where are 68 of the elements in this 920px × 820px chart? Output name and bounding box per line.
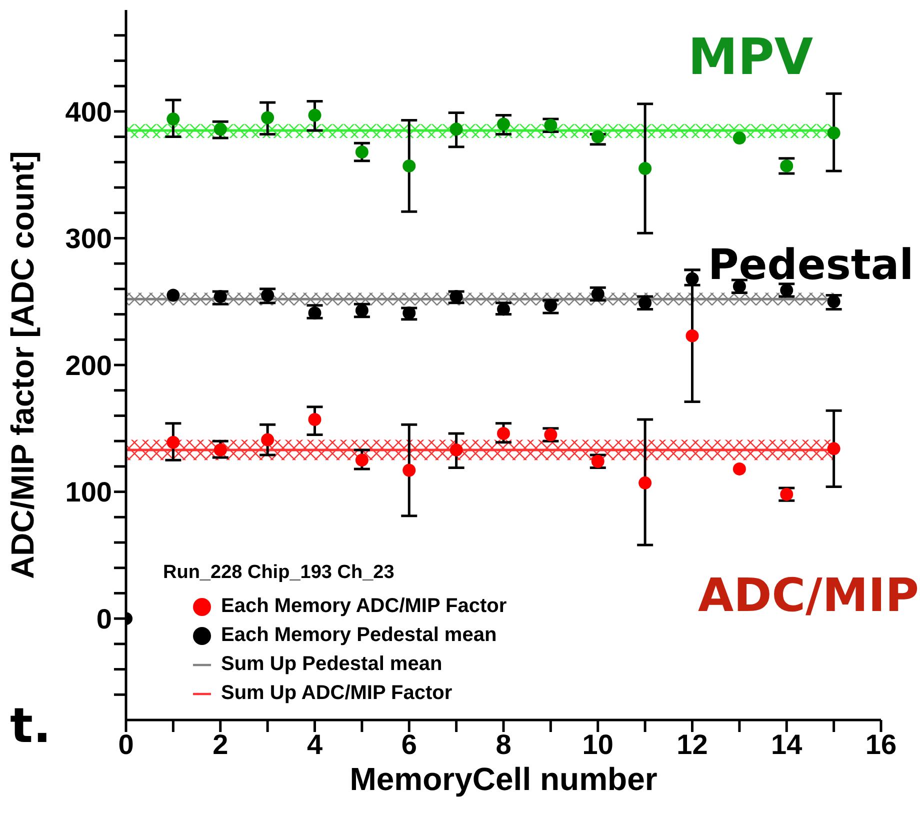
- y-axis-title: ADC/MIP factor [ADC count]: [4, 151, 40, 579]
- point: [450, 122, 463, 136]
- point: [544, 428, 558, 442]
- point: [214, 290, 227, 304]
- point: [261, 111, 274, 124]
- annotation: Pedestal: [708, 240, 914, 289]
- point: [402, 306, 416, 320]
- text: t.: [10, 698, 52, 754]
- point: [166, 112, 180, 126]
- point: [355, 146, 368, 158]
- point: [780, 284, 794, 297]
- point: [214, 122, 227, 136]
- point: [780, 488, 794, 501]
- point: [591, 454, 604, 468]
- y-tick-label: 100: [65, 476, 112, 508]
- point: [732, 462, 746, 476]
- point: [308, 108, 322, 122]
- point: [261, 288, 274, 302]
- point: [497, 302, 510, 316]
- point: [355, 304, 368, 317]
- point: [166, 288, 180, 302]
- annotation: ADC/MIP: [698, 568, 919, 622]
- point: [497, 118, 510, 131]
- point: [497, 426, 510, 440]
- point: [450, 290, 463, 304]
- point: [732, 280, 746, 293]
- x-tick-label: 8: [496, 728, 512, 760]
- y-tick-label: 0: [96, 604, 112, 635]
- legend-label: Each Memory ADC/MIP Factor: [221, 595, 507, 617]
- point: [355, 454, 368, 467]
- point: [166, 436, 180, 449]
- point: [544, 298, 558, 312]
- point: [402, 464, 416, 477]
- x-tick-label: 14: [771, 728, 803, 760]
- legend-label: Sum Up ADC/MIP Factor: [221, 682, 452, 704]
- legend-title: Run_228 Chip_193 Ch_23: [163, 562, 394, 584]
- point: [214, 443, 227, 456]
- point: [827, 126, 840, 140]
- point: [591, 130, 604, 144]
- x-tick-label: 2: [212, 728, 228, 760]
- x-tick-label: 16: [865, 728, 897, 760]
- y-tick-label: 200: [65, 350, 112, 381]
- point: [686, 272, 699, 286]
- x-tick-label: 0: [118, 728, 134, 760]
- point: [591, 288, 604, 300]
- x-axis-title: MemoryCell number: [350, 761, 658, 797]
- point: [638, 476, 652, 490]
- point: [638, 296, 652, 310]
- point: [450, 443, 463, 456]
- point: [780, 159, 794, 172]
- point: [827, 295, 840, 308]
- x-tick-label: 6: [401, 728, 417, 760]
- point: [544, 118, 558, 132]
- point: [261, 433, 274, 446]
- point: [732, 132, 746, 145]
- legend-label: Each Memory Pedestal mean: [221, 624, 497, 646]
- x-tick-label: 4: [306, 728, 323, 760]
- x-tick-label: 12: [676, 728, 708, 760]
- legend-label: Sum Up Pedestal mean: [221, 653, 442, 675]
- point: [402, 159, 416, 172]
- annotation: MPV: [688, 28, 814, 86]
- point: [308, 413, 322, 426]
- point: [686, 329, 699, 342]
- y-tick-label: 300: [65, 223, 112, 254]
- point: [638, 162, 652, 175]
- y-tick-label: 400: [65, 96, 112, 128]
- x-tick-label: 10: [582, 728, 614, 760]
- point: [827, 442, 840, 456]
